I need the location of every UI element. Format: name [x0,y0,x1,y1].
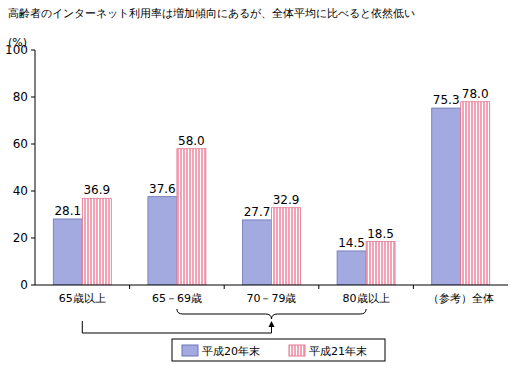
arrow-head [269,321,275,327]
y-tick-label: 100 [5,43,28,57]
x-tick-label: 70－79歳 [247,292,297,305]
y-tick [31,238,35,239]
y-tick-label: 80 [13,90,28,104]
x-tick [413,285,414,289]
brace [177,309,366,319]
bar [53,219,82,285]
x-axis [35,285,508,286]
bar [366,242,395,285]
data-label: 14.5 [338,236,365,250]
data-label: 32.9 [273,193,300,207]
y-tick [31,144,35,145]
data-label: 78.0 [462,87,489,101]
x-tick-label: 65歳以上 [59,292,106,305]
data-label: 28.1 [54,204,81,218]
data-label: 18.5 [367,227,394,241]
bracket [82,321,271,333]
x-tick [224,285,225,289]
bar [337,251,366,285]
legend-label: 平成20年末 [202,345,260,358]
x-tick-label: （参考）全体 [428,292,494,305]
data-label: 27.7 [244,205,271,219]
y-tick-label: 40 [13,184,28,198]
x-tick-label: 80歳以上 [343,292,390,305]
bar [432,108,461,285]
data-label: 37.6 [149,182,176,196]
data-label: 36.9 [83,183,110,197]
title: 高齢者のインターネット利用率は増加傾向にあるが、全体平均に比べると依然低い [8,7,415,20]
chart: 高齢者のインターネット利用率は増加傾向にあるが、全体平均に比べると依然低い(%)… [0,0,519,373]
y-tick-label: 0 [20,278,28,292]
legend-label: 平成21年末 [309,345,367,358]
data-labels: 28.1 37.6 27.7 14.5 75.3 36.9 58.0 32.9 18.5 78.0 [54,87,488,250]
legend-box [172,339,385,361]
bar [272,208,301,285]
data-label: 75.3 [433,93,460,107]
y-tick [31,50,35,51]
y-axis [35,50,36,285]
x-tick-label: 65－69歳 [152,292,202,305]
legend-swatch [182,345,198,356]
bar [243,220,272,285]
x-tick [129,285,130,289]
y-tick [31,97,35,98]
bars [53,102,489,285]
x-tick [318,285,319,289]
bar [148,197,177,285]
data-label: 58.0 [178,134,205,148]
y-tick-label: 60 [13,137,28,151]
bar [82,198,111,285]
bar [461,102,490,285]
y-tick-label: 20 [13,231,28,245]
y-tick [31,191,35,192]
legend-swatch [289,345,305,356]
y-tick [31,285,35,286]
bar [177,149,206,285]
